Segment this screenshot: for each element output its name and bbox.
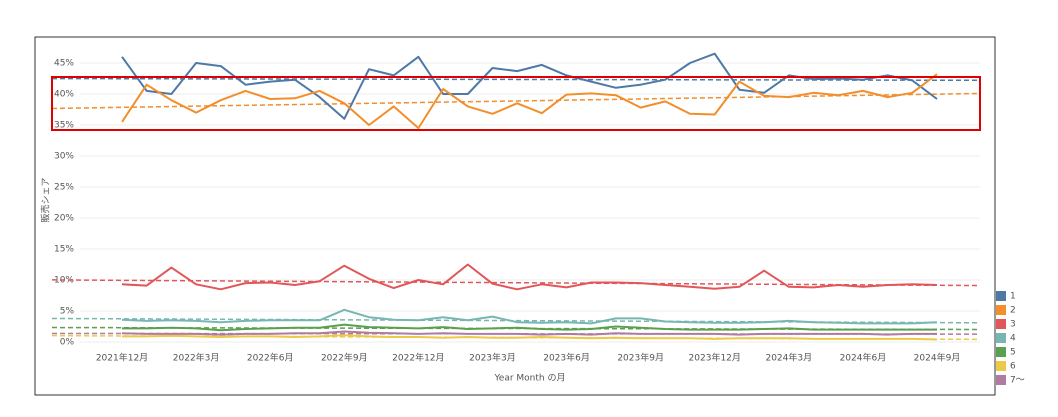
trend-line: [51, 92, 981, 110]
y-tick-label: 5%: [60, 307, 75, 317]
series-line: [121, 73, 938, 130]
x-tick-label: 2022年3月: [173, 352, 220, 364]
y-tick-label: 40%: [54, 90, 74, 100]
legend-swatch: [996, 375, 1006, 385]
legend-label: 7～: [1010, 376, 1025, 386]
y-tick-label: 35%: [54, 121, 74, 131]
series-line: [121, 263, 938, 291]
legend: 1 2 3 4 5 6 7～: [996, 291, 1025, 386]
x-tick-label: 2023年6月: [543, 352, 590, 364]
trend-line: [51, 279, 981, 287]
x-tick-label: 2023年9月: [617, 352, 664, 364]
x-tick-label: 2024年9月: [914, 352, 961, 364]
series-line: [122, 334, 938, 341]
trend-lines: [51, 77, 981, 341]
legend-swatch: [996, 347, 1006, 357]
legend-swatch: [996, 305, 1006, 315]
chart-frame: [34, 36, 996, 396]
x-axis-label: Year Month の月: [494, 373, 566, 384]
y-tick-label: 30%: [54, 152, 74, 162]
series-line: [121, 308, 938, 325]
legend-label: 3: [1010, 320, 1016, 330]
x-tick-label: 2022年6月: [247, 352, 294, 364]
highlight-box: [51, 76, 981, 131]
legend-label: 5: [1010, 348, 1016, 358]
y-axis-label: 販売シェア: [40, 177, 52, 222]
trend-line: [51, 317, 981, 324]
legend-swatch: [996, 319, 1006, 329]
x-tick-label: 2021年12月: [96, 352, 148, 364]
legend-label: 1: [1010, 292, 1016, 302]
y-tick-label: 45%: [54, 59, 74, 69]
x-tick-label: 2022年12月: [392, 352, 444, 364]
legend-swatch: [996, 291, 1006, 301]
legend-label: 4: [1010, 334, 1016, 344]
x-tick-label: 2023年3月: [469, 352, 516, 364]
x-tick-label: 2022年9月: [321, 352, 368, 364]
x-tick-label: 2024年3月: [765, 352, 812, 364]
y-tick-label: 0%: [60, 338, 75, 348]
x-tick-label: 2023年12月: [689, 352, 741, 364]
series-line: [121, 330, 937, 336]
grid: 0%5%10%15%20%25%30%35%40%45%2021年12月2022…: [54, 59, 980, 364]
legend-swatch: [996, 361, 1006, 371]
trend-line: [51, 77, 981, 82]
y-tick-label: 20%: [54, 214, 74, 224]
series-line: [122, 323, 937, 332]
legend-label: 2: [1010, 306, 1016, 316]
y-tick-label: 15%: [54, 245, 74, 255]
y-tick-label: 25%: [54, 183, 74, 193]
legend-label: 6: [1010, 362, 1016, 372]
x-tick-label: 2024年6月: [840, 352, 887, 364]
legend-swatch: [996, 333, 1006, 343]
